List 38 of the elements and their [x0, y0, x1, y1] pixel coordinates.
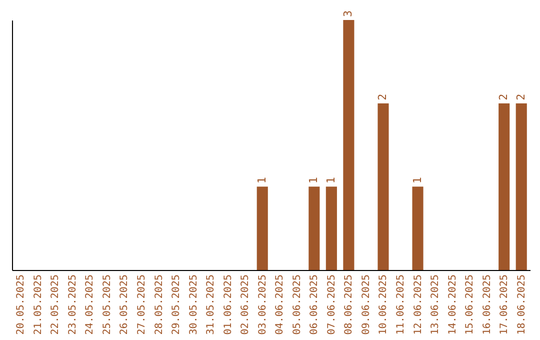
x-tick-label: 27.05.2025 — [136, 274, 148, 335]
x-tick-label: 23.05.2025 — [67, 274, 78, 335]
data-label: 1 — [255, 177, 268, 184]
x-tick-label: 02.06.2025 — [240, 274, 252, 335]
x-tick-label: 07.06.2025 — [326, 274, 338, 335]
x-tick-label: 22.05.2025 — [50, 274, 62, 335]
x-tick-label: 21.05.2025 — [32, 274, 44, 335]
data-label: 3 — [342, 10, 355, 17]
x-tick-label: 31.05.2025 — [206, 274, 217, 335]
x-tick-label: 17.06.2025 — [499, 274, 510, 335]
data-label: 2 — [514, 94, 528, 100]
x-tick-label: 12.06.2025 — [412, 274, 424, 335]
x-tick-label: 18.06.2025 — [516, 274, 528, 335]
data-label: 1 — [307, 177, 320, 184]
x-tick-label: 25.05.2025 — [102, 274, 113, 335]
x-tick-label: 10.06.2025 — [378, 274, 390, 335]
data-label: 1 — [410, 177, 424, 184]
x-tick-label: 16.06.2025 — [482, 274, 493, 335]
data-label: 2 — [376, 94, 390, 100]
x-tick-label: 13.06.2025 — [430, 274, 442, 335]
x-tick-label: 04.06.2025 — [274, 274, 286, 335]
x-tick-label: 28.05.2025 — [154, 274, 165, 335]
x-tick-label: 24.05.2025 — [84, 274, 96, 335]
x-tick-label: 30.05.2025 — [188, 274, 200, 335]
x-tick-label: 15.06.2025 — [464, 274, 476, 335]
x-tick-label: 08.06.2025 — [344, 274, 355, 335]
x-tick-label: 14.06.2025 — [447, 274, 458, 335]
x-tick-label: 29.05.2025 — [171, 274, 182, 335]
data-label: 2 — [497, 94, 510, 100]
x-tick-label: 05.06.2025 — [292, 274, 303, 335]
x-tick-label: 06.06.2025 — [309, 274, 320, 335]
x-tick-label: 11.06.2025 — [396, 274, 406, 335]
x-tick-label: 01.06.2025 — [222, 274, 234, 335]
x-tick-label: 26.05.2025 — [119, 274, 130, 335]
x-tick-label: 09.06.2025 — [360, 274, 372, 335]
x-tick-label: 20.05.2025 — [16, 274, 27, 335]
data-label: 1 — [324, 177, 338, 184]
x-tick-label: 03.06.2025 — [257, 274, 268, 335]
